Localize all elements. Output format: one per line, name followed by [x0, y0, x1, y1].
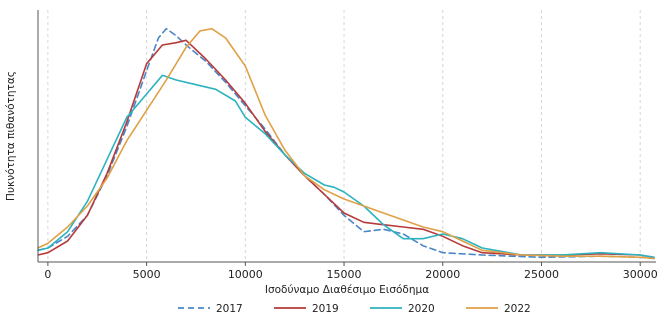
- series-line-2017: [37, 27, 655, 260]
- x-tick-label: 30000: [623, 268, 658, 281]
- legend-label-2020: 2020: [408, 303, 435, 315]
- series-line-2022: [37, 27, 655, 260]
- grid-lines: [47, 10, 641, 262]
- legend: 2017 2019 2020 2022: [178, 303, 531, 315]
- series-line-2020: [37, 74, 655, 259]
- x-tick-label: 15000: [327, 268, 362, 281]
- x-tick-label: 20000: [425, 268, 460, 281]
- x-ticks: 0 5000 10000 15000 20000 25000 30000: [44, 262, 658, 281]
- series-line-2019: [37, 39, 655, 259]
- y-axis-title: Πυκνότητα πιθανότητας: [5, 71, 17, 201]
- x-tick-label: 10000: [228, 268, 263, 281]
- x-tick-label: 0: [44, 268, 51, 281]
- x-tick-label: 5000: [133, 268, 161, 281]
- legend-label-2017: 2017: [216, 303, 243, 315]
- series-group: [37, 27, 655, 260]
- x-axis-title: Ισοδύναμο Διαθέσιμο Εισόδημα: [265, 284, 429, 296]
- x-tick-label: 25000: [524, 268, 559, 281]
- legend-label-2019: 2019: [312, 303, 339, 315]
- legend-label-2022: 2022: [504, 303, 531, 315]
